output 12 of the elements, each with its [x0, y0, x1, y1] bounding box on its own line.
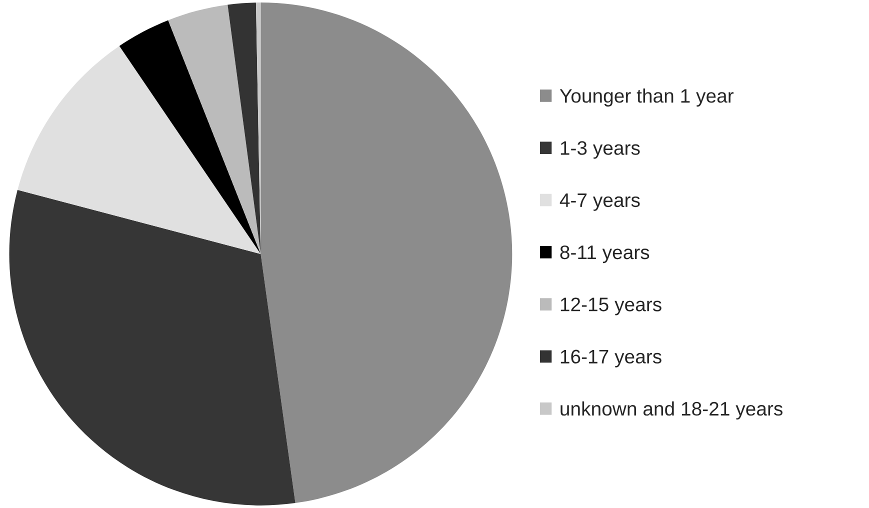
legend-label: 12-15 years — [560, 298, 662, 316]
legend-label: 16-17 years — [560, 350, 662, 368]
pie-slice — [260, 2, 512, 504]
pie-slice — [9, 190, 296, 506]
pie-slice — [18, 46, 261, 254]
legend-label: 4-7 years — [560, 193, 640, 211]
legend-label: unknown and 18-21 years — [560, 401, 782, 420]
legend-label: Younger than 1 year — [560, 88, 734, 107]
legend-label: 8-11 years — [560, 245, 650, 264]
legend-label: 1-3 years — [560, 141, 640, 159]
pie-slice — [168, 4, 261, 254]
pie-slice — [119, 20, 261, 254]
